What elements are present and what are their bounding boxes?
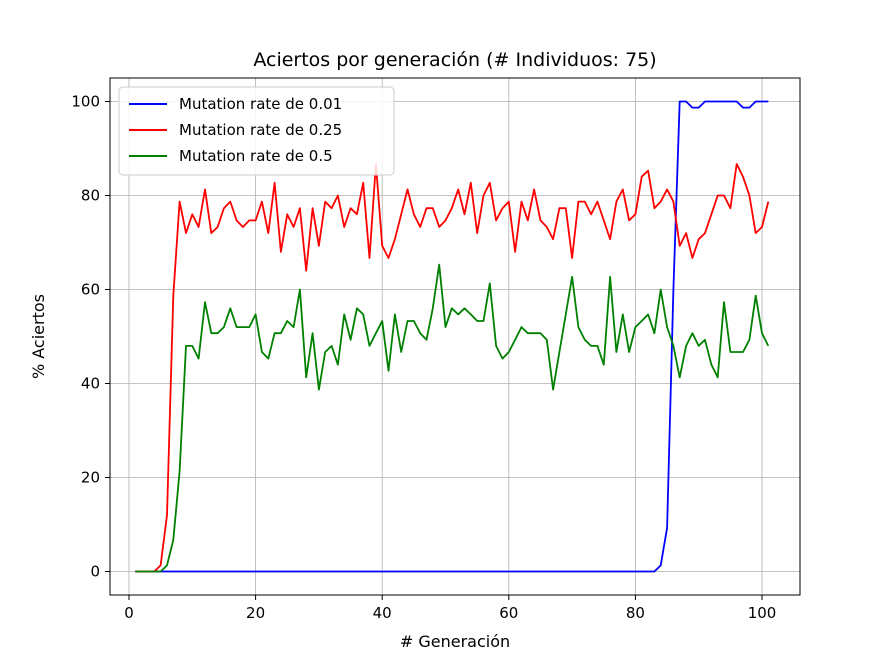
x-axis-label: # Generación [400,632,510,651]
legend: Mutation rate de 0.01 Mutation rate de 0.… [118,86,395,176]
x-tick-label: 40 [373,604,392,622]
x-tick-label: 20 [246,604,265,622]
y-tick-label: 100 [71,93,100,111]
x-tick-label: 100 [748,604,777,622]
series-line-0 [135,100,769,573]
y-axis: 0 20 40 60 80 100 [71,93,110,581]
x-tick-label: 0 [124,604,134,622]
y-tick-label: 60 [81,281,100,299]
chart-title: Aciertos por generación (# Individuos: 7… [253,49,656,71]
x-tick-label: 60 [499,604,518,622]
y-tick-label: 40 [81,375,100,393]
y-tick-label: 80 [81,187,100,205]
series-line-2 [135,263,770,573]
legend-entry: Mutation rate de 0.25 [179,121,342,139]
x-axis: 0 20 40 60 80 100 [124,595,776,622]
series-line-1 [135,163,770,573]
y-tick-label: 0 [90,563,100,581]
legend-entry: Mutation rate de 0.5 [179,147,333,165]
plot-frame [109,77,801,596]
legend-entry: Mutation rate de 0.01 [179,95,342,113]
legend-box [118,86,395,176]
y-axis-label: % Aciertos [29,294,48,379]
x-tick-label: 80 [626,604,645,622]
series-lines [135,100,770,573]
y-tick-label: 20 [81,469,100,487]
